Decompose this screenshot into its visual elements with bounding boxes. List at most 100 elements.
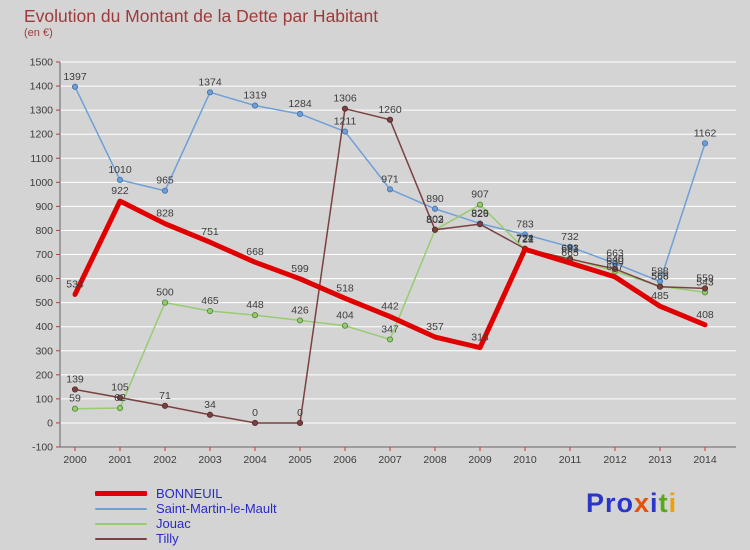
- svg-text:2007: 2007: [378, 454, 402, 466]
- point-Jouac: [206, 307, 214, 315]
- chart-legend: BONNEUIL Saint-Martin-le-Mault Jouac Til…: [95, 486, 277, 546]
- value-label: 0: [297, 407, 303, 419]
- value-label: 139: [66, 373, 84, 385]
- point-Tilly: [71, 386, 79, 393]
- svg-text:900: 900: [35, 201, 53, 213]
- svg-text:2008: 2008: [423, 454, 447, 466]
- point-Saint-Martin-le-Mault: [431, 205, 439, 212]
- point-Saint-Martin-le-Mault: [296, 110, 304, 118]
- point-Tilly: [251, 419, 259, 427]
- value-label: 568: [651, 270, 669, 282]
- logo-letter: x: [634, 488, 651, 518]
- value-label: 543: [696, 276, 714, 288]
- value-label: 518: [336, 282, 354, 294]
- point-Saint-Martin-le-Mault: [386, 186, 394, 193]
- value-label: 448: [246, 299, 264, 311]
- value-label: 566: [651, 271, 669, 283]
- point-Saint-Martin-le-Mault: [341, 128, 349, 135]
- value-label: 607: [606, 261, 624, 273]
- logo-letter: t: [658, 488, 669, 518]
- value-label: 640: [606, 253, 624, 265]
- point-Saint-Martin-le-Mault: [161, 187, 169, 194]
- svg-text:2003: 2003: [198, 454, 222, 466]
- svg-text:2000: 2000: [63, 454, 87, 466]
- point-Saint-Martin-le-Mault: [521, 231, 529, 238]
- value-label: 1260: [378, 104, 402, 116]
- value-label: 783: [516, 219, 534, 231]
- point-Tilly: [116, 394, 124, 401]
- point-Jouac: [71, 405, 79, 412]
- point-Saint-Martin-le-Mault: [116, 176, 124, 184]
- svg-text:1300: 1300: [30, 105, 54, 117]
- value-label: 599: [291, 263, 309, 275]
- logo-letter: i: [650, 488, 659, 518]
- svg-text:2014: 2014: [693, 454, 717, 466]
- point-Tilly: [611, 265, 619, 273]
- chart-subtitle: (en €): [24, 27, 53, 39]
- value-label: 534: [66, 278, 84, 290]
- value-label: 59: [69, 393, 81, 405]
- value-label: 313: [471, 332, 489, 344]
- svg-text:2006: 2006: [333, 454, 357, 466]
- logo-letter: i: [668, 488, 678, 518]
- value-label: 721: [516, 233, 534, 245]
- value-label: 663: [606, 247, 624, 259]
- svg-text:2011: 2011: [559, 454, 582, 466]
- value-label: 722: [516, 233, 534, 245]
- value-label: 965: [156, 175, 174, 187]
- svg-text:800: 800: [35, 225, 53, 237]
- value-label: 357: [426, 321, 444, 333]
- point-Tilly: [206, 411, 214, 418]
- svg-text:300: 300: [35, 345, 53, 357]
- svg-text:1400: 1400: [30, 81, 54, 93]
- value-label: 1162: [694, 127, 717, 139]
- svg-text:1200: 1200: [30, 129, 54, 141]
- value-label: 404: [336, 310, 354, 322]
- legend-item-bonneuil: BONNEUIL: [95, 486, 277, 501]
- svg-text:2004: 2004: [243, 454, 267, 466]
- value-label: 1397: [63, 71, 87, 83]
- value-label: 803: [426, 214, 444, 226]
- legend-label-jouac: Jouac: [156, 516, 191, 531]
- value-label: 34: [204, 399, 216, 411]
- point-Tilly: [296, 419, 304, 427]
- value-label: 588: [651, 265, 669, 277]
- point-Tilly: [341, 105, 349, 112]
- svg-text:700: 700: [35, 249, 53, 261]
- value-label: 500: [156, 287, 174, 299]
- legend-item-jouac: Jouac: [95, 516, 277, 531]
- value-label: 828: [156, 208, 174, 220]
- line-BONNEUIL: [72, 198, 708, 351]
- value-label: 1010: [108, 164, 132, 176]
- value-label: 408: [696, 309, 714, 321]
- svg-text:2009: 2009: [468, 454, 492, 466]
- svg-text:2012: 2012: [603, 454, 627, 466]
- value-label: 668: [246, 246, 264, 258]
- value-label: 751: [201, 226, 219, 238]
- point-Jouac: [296, 317, 304, 324]
- value-label: 1211: [334, 116, 357, 128]
- value-label: 681: [561, 243, 579, 255]
- svg-text:2002: 2002: [153, 454, 177, 466]
- point-Tilly: [701, 285, 709, 292]
- legend-label-saint-martin-le-mault: Saint-Martin-le-Mault: [156, 501, 277, 516]
- point-Jouac: [341, 322, 349, 329]
- svg-text:1000: 1000: [30, 177, 54, 189]
- value-label: 630: [606, 255, 624, 267]
- svg-text:2010: 2010: [513, 454, 537, 466]
- legend-label-tilly: Tilly: [156, 531, 179, 546]
- value-label: 1319: [243, 90, 267, 102]
- value-label: 829: [471, 207, 489, 219]
- point-Tilly: [431, 226, 439, 233]
- value-label: 732: [561, 231, 579, 243]
- value-label: 802: [426, 214, 444, 226]
- point-Jouac: [251, 312, 259, 319]
- value-label: 485: [651, 290, 669, 302]
- point-Saint-Martin-le-Mault: [566, 243, 574, 250]
- legend-swatch-bonneuil: [95, 491, 147, 496]
- value-label: 890: [426, 193, 444, 205]
- proxiti-logo[interactable]: Proxiti: [586, 488, 677, 519]
- point-Saint-Martin-le-Mault: [701, 140, 709, 147]
- value-label: 1284: [288, 98, 312, 110]
